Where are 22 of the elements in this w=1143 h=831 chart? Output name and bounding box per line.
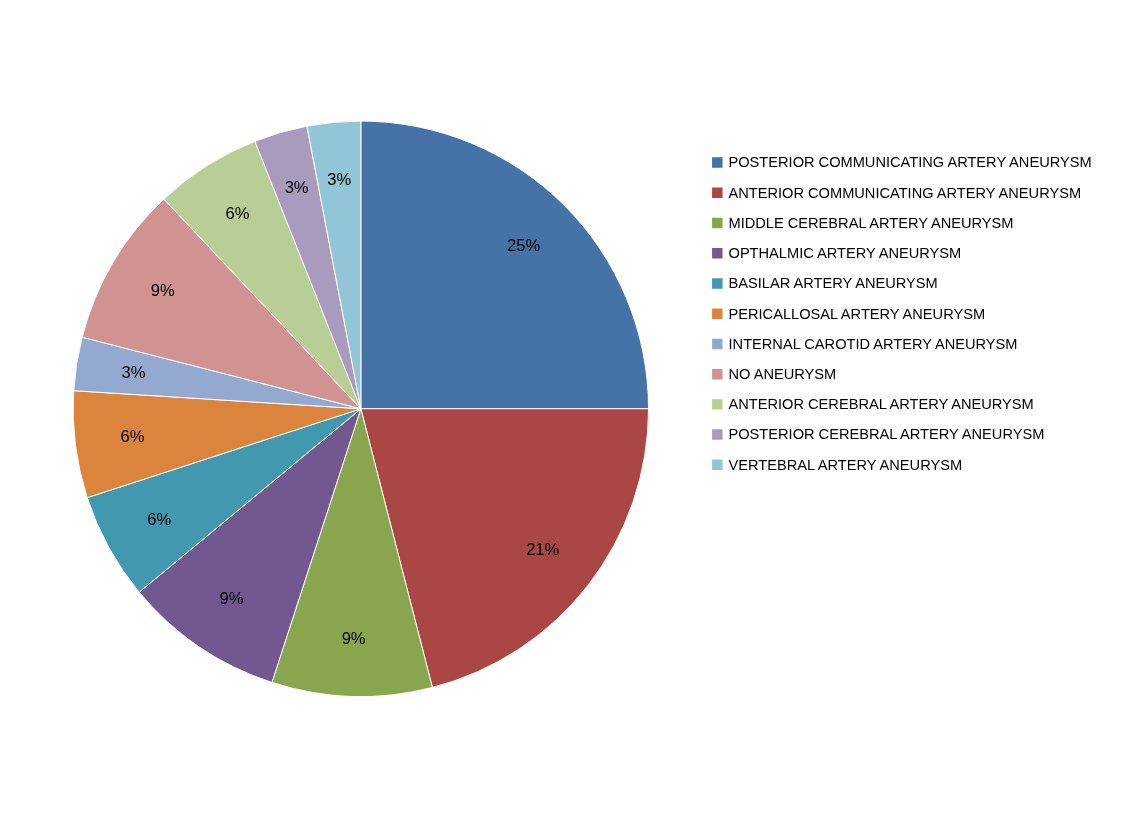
- legend-label: MIDDLE CEREBRAL ARTERY ANEURYSM: [728, 214, 1014, 231]
- data-label: 3%: [121, 362, 146, 382]
- legend-label: ANTERIOR CEREBRAL ARTERY ANEURYSM: [728, 396, 1034, 413]
- legend-label: PERICALLOSAL ARTERY ANEURYSM: [728, 305, 986, 322]
- data-label: 9%: [150, 281, 175, 301]
- legend-label: OPTHALMIC ARTERY ANEURYSM: [728, 245, 962, 262]
- data-label: 25%: [507, 235, 541, 255]
- data-label: 21%: [526, 539, 560, 559]
- data-label: 6%: [147, 509, 172, 529]
- legend-label: INTERNAL CAROTID ARTERY ANEURYSM: [728, 335, 1018, 352]
- data-label: 6%: [120, 427, 145, 447]
- data-label: 9%: [219, 589, 244, 608]
- legend-label: NO ANEURYSM: [728, 366, 837, 383]
- legend-label: POSTERIOR CEREBRAL ARTERY ANEURYSM: [728, 426, 1045, 443]
- legend-label: ANTERIOR COMMUNICATING ARTERY ANEURYSM: [728, 184, 1082, 201]
- legend-label: VERTEBRAL ARTERY ANEURYSM: [728, 456, 963, 473]
- data-label: 3%: [284, 177, 309, 197]
- legend-label: BASILAR ARTERY ANEURYSM: [728, 275, 938, 292]
- data-label: 6%: [225, 204, 250, 224]
- data-label: 9%: [341, 628, 366, 648]
- legend-label: POSTERIOR COMMUNICATING ARTERY ANEURYSM: [728, 154, 1092, 171]
- data-label: 3%: [327, 169, 352, 189]
